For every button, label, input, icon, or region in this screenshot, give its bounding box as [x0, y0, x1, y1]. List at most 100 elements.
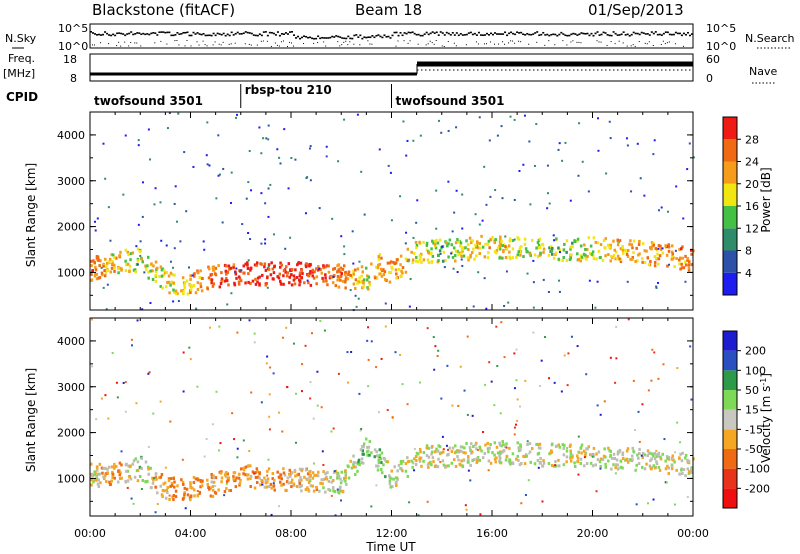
noise-sample — [106, 32, 109, 35]
velocity-cell — [400, 462, 403, 466]
power-cell — [576, 237, 580, 241]
velocity-cell-sparse — [107, 417, 110, 420]
power-cell — [136, 247, 140, 251]
power-cell — [411, 261, 414, 265]
power-cell — [571, 245, 574, 249]
power-cell — [592, 257, 596, 261]
power-cell — [528, 252, 532, 256]
velocity-cell — [414, 463, 418, 467]
power-cell — [426, 258, 430, 262]
power-cell — [388, 280, 392, 284]
velocity-cell-sparse — [205, 437, 208, 440]
noise-sample — [288, 31, 291, 33]
power-cell — [368, 283, 372, 287]
noise-search-sample — [477, 43, 479, 45]
velocity-cell-sparse — [211, 423, 214, 426]
velocity-cell — [246, 477, 250, 481]
colorbar-frame — [722, 330, 738, 509]
noise-search-sample — [514, 42, 516, 44]
power-cell-sparse — [159, 201, 162, 204]
power-cell — [395, 258, 399, 262]
velocity-cell-sparse — [657, 377, 660, 380]
velocity-cell — [312, 489, 316, 493]
velocity-cell — [474, 441, 478, 445]
power-cell-sparse — [258, 126, 261, 129]
power-cell — [380, 256, 383, 260]
power-cell — [138, 249, 142, 253]
power-cell — [488, 246, 491, 250]
power-cell — [394, 268, 398, 272]
velocity-cell — [98, 462, 102, 466]
power-cell — [619, 247, 623, 251]
velocity-cell-sparse — [218, 449, 221, 452]
power-cell — [377, 257, 381, 261]
velocity-cell-sparse — [679, 441, 682, 444]
noise-search-sample — [280, 41, 282, 43]
power-cell — [336, 278, 339, 282]
power-cell — [550, 252, 554, 256]
velocity-cell — [120, 463, 123, 467]
power-cell — [476, 240, 479, 244]
power-cell — [619, 260, 623, 264]
power-cell-sparse — [594, 306, 597, 309]
power-cell-sparse — [247, 232, 250, 235]
velocity-cell-sparse — [334, 514, 337, 517]
power-cell — [211, 284, 215, 288]
power-cell — [90, 278, 94, 282]
velocity-cell — [431, 456, 435, 460]
velocity-cell — [345, 482, 348, 486]
power-cell — [640, 257, 644, 261]
power-cell-sparse — [308, 147, 311, 150]
colorbar-tick-label: 12 — [745, 222, 759, 235]
noise-sample — [407, 31, 410, 34]
power-cell — [226, 270, 230, 274]
power-cell — [333, 266, 337, 270]
velocity-cell — [499, 461, 502, 465]
velocity-cell-sparse — [495, 325, 498, 328]
velocity-cell-sparse — [447, 448, 450, 451]
power-cell — [284, 270, 287, 274]
velocity-cell — [365, 445, 369, 449]
power-cell — [113, 266, 116, 270]
velocity-cell — [172, 485, 176, 489]
velocity-cell — [682, 468, 686, 472]
power-cell — [445, 241, 448, 245]
velocity-cell — [597, 450, 601, 454]
power-cell — [325, 279, 328, 283]
cpid-segment-label: twofsound 3501 — [396, 94, 505, 108]
velocity-cell — [263, 485, 267, 489]
velocity-cell — [293, 468, 297, 472]
power-cell-sparse — [325, 145, 328, 148]
noise-sample — [323, 37, 326, 39]
velocity-cell-sparse — [401, 383, 404, 386]
velocity-cell — [325, 475, 328, 479]
velocity-cell — [244, 473, 247, 477]
velocity-cell-sparse — [333, 470, 336, 473]
velocity-cell — [138, 465, 142, 469]
power-cell — [373, 276, 377, 280]
velocity-cell-sparse — [136, 319, 139, 322]
velocity-cell — [436, 465, 440, 469]
noise-search-sample — [198, 44, 200, 46]
velocity-cell — [533, 462, 537, 466]
power-cell — [124, 248, 128, 252]
power-cell — [96, 255, 99, 259]
power-cell — [491, 235, 494, 239]
noise-search-sample — [220, 44, 222, 46]
velocity-cell — [300, 478, 303, 482]
velocity-cell — [604, 455, 607, 459]
velocity-cell — [487, 459, 491, 463]
noise-sample — [520, 31, 523, 34]
noise-sample — [196, 32, 199, 34]
velocity-cell-sparse — [406, 403, 409, 406]
noise-sample — [467, 32, 470, 34]
power-cell-sparse — [247, 181, 250, 184]
power-cell — [249, 281, 252, 285]
velocity-cell — [180, 478, 183, 482]
nsky-label: N.Sky — [5, 32, 37, 45]
noise-search-sample — [632, 44, 634, 46]
velocity-cell — [399, 459, 403, 463]
power-cell-sparse — [692, 156, 695, 159]
power-cell — [304, 265, 308, 269]
power-cell-sparse — [143, 271, 146, 274]
